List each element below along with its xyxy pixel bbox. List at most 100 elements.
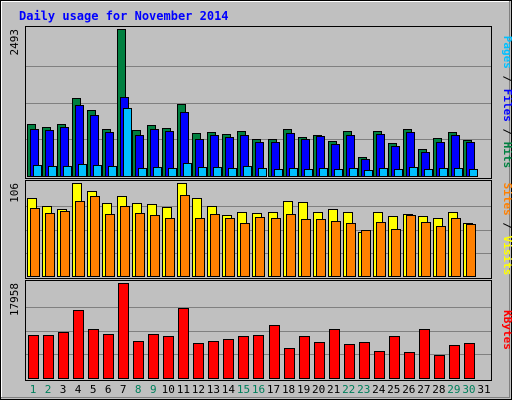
day-label-17: 17 [267,383,280,396]
bar-sites-day-1 [30,208,40,277]
bar-pages-day-17 [274,169,283,177]
bar-sites-day-22 [346,223,356,277]
bar-kbytes-day-13 [208,341,219,379]
bar-sites-day-12 [195,218,205,277]
day-label-9: 9 [150,383,157,396]
bar-pages-day-25 [394,169,403,177]
day-label-31: 31 [477,383,490,396]
legend-entry: Visits [501,236,512,276]
bar-sites-day-8 [135,213,145,277]
bar-pages-day-8 [138,168,147,177]
bar-kbytes-day-19 [299,336,310,379]
bar-pages-day-6 [108,166,117,177]
day-label-16: 16 [252,383,265,396]
bar-sites-day-27 [421,222,431,277]
bar-sites-day-19 [301,219,311,277]
bar-sites-day-15 [240,223,250,277]
bar-sites-day-7 [120,206,130,277]
bar-kbytes-day-28 [434,355,445,379]
bar-kbytes-day-30 [464,343,475,379]
bar-kbytes-day-1 [28,335,39,379]
day-label-29: 29 [447,383,460,396]
bar-kbytes-day-14 [223,339,234,379]
bar-sites-day-20 [316,219,326,277]
bar-sites-day-14 [225,218,235,277]
day-label-11: 11 [177,383,190,396]
bar-sites-day-21 [331,221,341,277]
day-label-24: 24 [372,383,386,396]
bar-pages-day-28 [439,168,448,177]
bar-pages-day-16 [258,168,267,177]
panel-visits-sites: 106 Sites / Visits [8,180,512,279]
bar-pages-day-1 [33,165,42,177]
day-label-14: 14 [222,383,236,396]
legend-entry: / [501,122,512,142]
bar-pages-day-13 [213,167,222,177]
panel-legend: Pages / Files / Hits [501,36,512,169]
bar-pages-day-7 [123,108,132,177]
day-axis-labels: 1 2 3 4 5 6 7 8 9 10 11 12 13 14 15 16 17 18 19 20 21 22 23 24 2… [30,383,491,396]
bar-kbytes-day-10 [163,336,174,379]
bar-kbytes-day-20 [314,342,325,379]
day-label-22: 22 [342,383,355,396]
bar-pages-day-26 [409,167,418,177]
bar-pages-day-4 [78,164,87,177]
day-label-6: 6 [105,383,112,396]
bar-pages-day-2 [48,166,57,177]
legend-entry: / [501,216,512,236]
day-label-20: 20 [312,383,325,396]
chart-title: Daily usage for November 2014 [19,9,229,23]
bar-sites-day-25 [391,229,401,277]
bar-pages-day-10 [168,168,177,177]
day-label-15: 15 [237,383,250,396]
bar-kbytes-day-21 [329,329,340,379]
y-max-label: 106 [8,183,21,203]
bar-pages-day-24 [379,168,388,177]
day-label-3: 3 [60,383,67,396]
day-label-5: 5 [90,383,97,396]
bar-kbytes-day-9 [148,334,159,379]
series-files [30,97,475,177]
day-label-2: 2 [45,383,52,396]
bar-sites-day-11 [180,195,190,277]
series-kbytes [28,283,475,379]
bar-pages-day-9 [153,167,162,177]
bar-kbytes-day-23 [359,342,370,379]
panel-legend: KBytes [501,310,512,350]
bar-sites-day-28 [436,226,446,277]
bar-sites-day-24 [376,222,386,277]
bar-sites-day-16 [255,217,265,277]
bar-sites-day-6 [105,214,115,277]
bar-pages-day-21 [334,169,343,177]
day-label-10: 10 [162,383,175,396]
bar-kbytes-day-16 [253,335,264,379]
day-label-25: 25 [387,383,400,396]
legend-entry: / [501,69,512,89]
bar-sites-day-29 [451,218,461,277]
bar-sites-day-18 [286,214,296,277]
bar-kbytes-day-17 [269,325,280,379]
day-label-26: 26 [402,383,415,396]
bar-sites-day-2 [45,213,55,277]
day-label-1: 1 [30,383,37,396]
bar-sites-day-10 [165,218,175,277]
bar-sites-day-5 [90,196,100,277]
panel-pages-files-hits: 2493 Pages / Files / Hits [8,26,512,179]
bar-pages-day-22 [349,168,358,177]
day-label-30: 30 [462,383,475,396]
bar-pages-day-14 [228,168,237,177]
bar-sites-day-13 [210,214,220,277]
bar-pages-day-11 [183,163,192,177]
panel-legend: Sites / Visits [501,183,512,276]
bar-sites-day-9 [150,215,160,277]
legend-entry: Sites [501,183,512,216]
bar-pages-day-3 [63,166,72,177]
bar-sites-day-30 [466,224,476,277]
bar-sites-day-4 [75,201,85,277]
legend-entry: KBytes [501,310,512,350]
bar-pages-day-15 [243,166,252,177]
bar-sites-day-26 [406,215,416,277]
day-label-27: 27 [417,383,430,396]
day-label-28: 28 [432,383,445,396]
